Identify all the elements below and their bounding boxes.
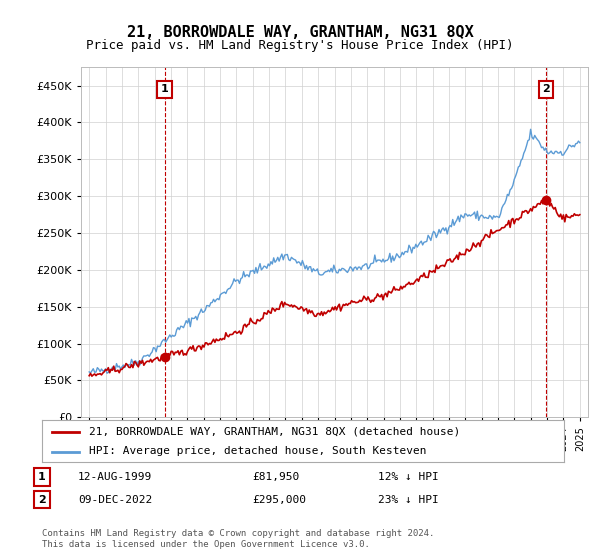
Text: Price paid vs. HM Land Registry's House Price Index (HPI): Price paid vs. HM Land Registry's House … xyxy=(86,39,514,52)
Text: 21, BORROWDALE WAY, GRANTHAM, NG31 8QX: 21, BORROWDALE WAY, GRANTHAM, NG31 8QX xyxy=(127,25,473,40)
Text: 23% ↓ HPI: 23% ↓ HPI xyxy=(378,494,439,505)
Text: HPI: Average price, detached house, South Kesteven: HPI: Average price, detached house, Sout… xyxy=(89,446,427,456)
Text: £81,950: £81,950 xyxy=(252,472,299,482)
Text: 2: 2 xyxy=(38,494,46,505)
Text: 21, BORROWDALE WAY, GRANTHAM, NG31 8QX (detached house): 21, BORROWDALE WAY, GRANTHAM, NG31 8QX (… xyxy=(89,427,460,437)
Text: 12-AUG-1999: 12-AUG-1999 xyxy=(78,472,152,482)
Text: 1: 1 xyxy=(161,85,169,94)
Text: 09-DEC-2022: 09-DEC-2022 xyxy=(78,494,152,505)
Text: Contains HM Land Registry data © Crown copyright and database right 2024.
This d: Contains HM Land Registry data © Crown c… xyxy=(42,529,434,549)
Text: £295,000: £295,000 xyxy=(252,494,306,505)
Text: 12% ↓ HPI: 12% ↓ HPI xyxy=(378,472,439,482)
Text: 2: 2 xyxy=(542,85,550,94)
Text: 1: 1 xyxy=(38,472,46,482)
